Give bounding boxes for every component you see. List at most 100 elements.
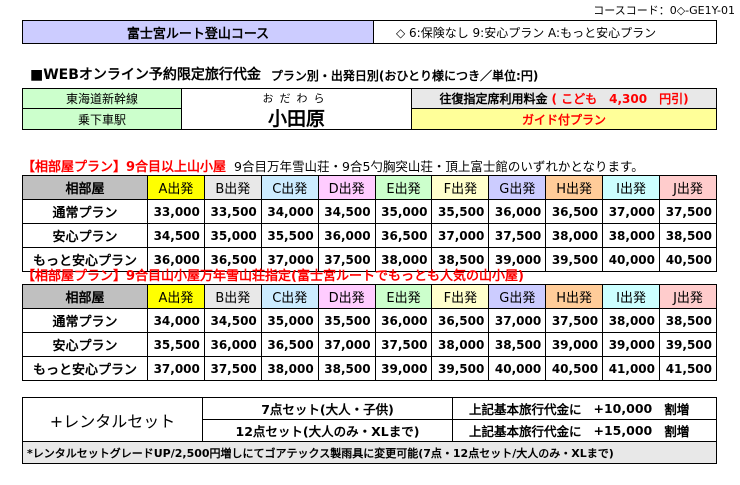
rental-price-1: 上記基本旅行代金に +10,000 割増 (453, 398, 716, 420)
price-cell: 38,000 (260, 356, 319, 381)
header-departure: I出発 (602, 284, 661, 309)
price-cell: 35,000 (260, 308, 319, 333)
station-name: 小田原 (267, 107, 325, 130)
header-departure: F出発 (431, 284, 490, 309)
section1-title: 【相部屋プラン】9合目以上山小屋 (22, 159, 227, 175)
price-cell: 37,000 (317, 332, 376, 357)
plan-name: 通常プラン (22, 199, 148, 224)
price-cell: 36,500 (431, 308, 490, 333)
header-departure: D出発 (317, 175, 376, 200)
price-cell: 38,000 (545, 223, 604, 248)
header-departure: C出発 (260, 284, 319, 309)
price-cell: 35,500 (260, 223, 319, 248)
table-row: 通常プラン 33,000 33,500 34,000 34,500 35,000 35,50… (22, 199, 717, 224)
course-title: 富士宮ルート登山コース (22, 20, 374, 44)
price-cell: 39,500 (659, 332, 717, 357)
price-cell: 38,000 (602, 308, 661, 333)
price-cell: 36,500 (545, 199, 604, 224)
price-cell: 37,000 (147, 356, 205, 381)
section1-heading: 【相部屋プラン】9合目以上山小屋 9合目万年雪山荘・9合5勺胸突山荘・頂上富士館… (22, 157, 644, 175)
header-departure: D出発 (317, 284, 376, 309)
header-departure: B出発 (203, 284, 262, 309)
price-cell: 35,500 (147, 332, 205, 357)
header-departure: G出発 (488, 175, 547, 200)
rental-suffix-1: 割増 (664, 402, 690, 417)
rental-base-1: 上記基本旅行代金に (469, 402, 582, 417)
price-cell: 36,000 (317, 223, 376, 248)
table-row: 安心プラン 35,500 36,000 36,500 37,000 37,500 38,00… (22, 332, 717, 357)
price-cell: 34,500 (317, 199, 376, 224)
price-cell: 33,000 (147, 199, 205, 224)
price-cell: 36,500 (260, 332, 319, 357)
price-cell: 37,000 (431, 223, 490, 248)
header-departure: J出発 (659, 175, 717, 200)
price-cell: 37,000 (260, 247, 319, 272)
header-departure: H出発 (545, 175, 604, 200)
boarding-label: 乗下車駅 (22, 108, 182, 130)
price-cell: 37,500 (488, 223, 547, 248)
table-header-row: 相部屋 A出発 B出発 C出発 D出発 E出発 F出発 G出発 H出発 I出発 J出発 (22, 284, 717, 309)
rental-amount-2: +15,000 (593, 423, 653, 438)
section2-heading: 【相部屋プラン】9合目山小屋万年雪山荘指定(富士宮ルートでもっとも人気の山小屋) (22, 266, 524, 284)
price-cell: 34,500 (203, 308, 262, 333)
rental-amount-1: +10,000 (593, 401, 653, 416)
price-cell: 39,500 (545, 247, 604, 272)
guide-plan: ガイド付プラン (411, 108, 717, 130)
price-cell: 35,500 (317, 308, 376, 333)
price-cell: 39,500 (431, 356, 490, 381)
price-cell: 36,000 (374, 308, 433, 333)
price-cell: 37,000 (602, 199, 661, 224)
price-cell: 37,000 (488, 308, 547, 333)
price-cell: 34,000 (147, 308, 205, 333)
price-cell: 41,000 (602, 356, 661, 381)
price-subheading: プラン別・出発日別(おひとり様につき／単位:円) (270, 69, 539, 83)
header-departure: E出発 (374, 284, 433, 309)
price-cell: 40,000 (488, 356, 547, 381)
price-cell: 39,000 (545, 332, 604, 357)
price-heading: ■WEBオンライン予約限定旅行代金 (30, 67, 261, 83)
price-heading-line: ■WEBオンライン予約限定旅行代金 プラン別・出発日別(おひとり様につき／単位:… (30, 66, 538, 84)
price-cell: 34,000 (260, 199, 319, 224)
header-departure: H出発 (545, 284, 604, 309)
table-row: もっと安心プラン 36,000 36,500 37,000 37,500 38,000 38… (22, 247, 717, 272)
price-table-standard-huts: 相部屋 A出発 B出発 C出発 D出発 E出発 F出発 G出発 H出発 I出発 J出発 通常プラン 33… (22, 175, 717, 272)
rental-set-1: 7点セット(大人・子供) (203, 398, 453, 420)
price-cell: 41,500 (659, 356, 717, 381)
rental-section: +レンタルセット 7点セット(大人・子供) 上記基本旅行代金に +10,000 … (22, 397, 717, 464)
price-cell: 38,500 (659, 308, 717, 333)
price-cell: 38,500 (317, 356, 376, 381)
header-departure: F出発 (431, 175, 490, 200)
table-row: 安心プラン 34,500 35,000 35,500 36,000 36,500 37,00… (22, 223, 717, 248)
price-cell: 40,000 (602, 247, 661, 272)
price-cell: 34,500 (147, 223, 205, 248)
plan-name: 通常プラン (22, 308, 148, 333)
price-cell: 36,500 (374, 223, 433, 248)
price-cell: 38,500 (488, 332, 547, 357)
price-cell: 35,000 (374, 199, 433, 224)
price-cell: 40,500 (659, 247, 717, 272)
rental-note: *レンタルセットグレードUP/2,500円増しにてゴアテックス製雨具に変更可能(… (23, 442, 716, 463)
price-table-mannenyuki-hut: 相部屋 A出発 B出発 C出発 D出発 E出発 F出発 G出発 H出発 I出発 J出発 通常プラン 34… (22, 284, 717, 381)
price-cell: 35,500 (431, 199, 490, 224)
price-cell: 36,000 (147, 247, 205, 272)
plan-name: 安心プラン (22, 223, 148, 248)
rental-label: +レンタルセット (23, 398, 203, 442)
table-row: もっと安心プラン 37,000 37,500 38,000 38,500 39,000 39… (22, 356, 717, 381)
price-cell: 39,000 (602, 332, 661, 357)
table-row: 通常プラン 34,000 34,500 35,000 35,500 36,000 36,50… (22, 308, 717, 333)
price-cell: 37,500 (374, 332, 433, 357)
header-departure: C出発 (260, 175, 319, 200)
course-notes: ◇ 6:保険なし 9:安心プラン A:もっと安心プラン (373, 20, 717, 44)
table-header-row: 相部屋 A出発 B出発 C出発 D出発 E出発 F出発 G出発 H出発 I出発 J出発 (22, 175, 717, 200)
price-cell: 39,000 (374, 356, 433, 381)
header-departure: G出発 (488, 284, 547, 309)
rental-set-2: 12点セット(大人のみ・XLまで) (203, 420, 453, 442)
rental-suffix-2: 割増 (664, 424, 690, 439)
price-cell: 39,000 (488, 247, 547, 272)
station-furigana: おだわら (262, 92, 331, 105)
header-departure: B出発 (203, 175, 262, 200)
fare-row: 往復指定席利用料金 ( こども 4,300 円引) (411, 88, 717, 109)
line-label: 東海道新幹線 (22, 88, 182, 109)
price-cell: 38,500 (431, 247, 490, 272)
price-cell: 35,000 (203, 223, 262, 248)
